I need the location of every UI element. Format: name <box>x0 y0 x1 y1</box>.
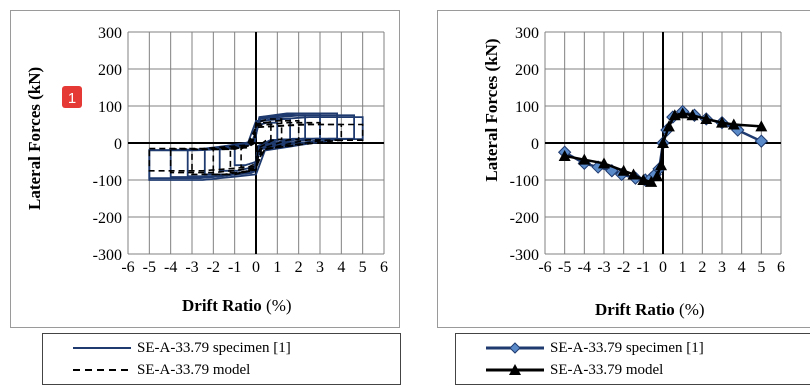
x-tick-label: -1 <box>228 259 241 276</box>
chart-panel-left: -300 -200 -100 0 100 200 300 -6 -5 -4 -3 -2 -1 0 1 2 3 4 5… <box>10 10 401 385</box>
data-point-triangle <box>558 149 571 161</box>
hysteresis-loop <box>229 118 283 174</box>
x-tick-label: 2 <box>698 259 706 276</box>
legend-entry-model: SE-A-33.79 model <box>43 359 250 381</box>
data-point-triangle <box>651 170 664 182</box>
y-tick-label: 200 <box>515 62 539 79</box>
x-tick-label: -4 <box>578 259 591 276</box>
y-tick-label: -100 <box>510 173 539 190</box>
y-tick-label: -100 <box>93 173 122 190</box>
x-tick-label: 1 <box>273 259 281 276</box>
hysteresis-loop <box>169 123 343 174</box>
x-tick-label: -1 <box>637 259 650 276</box>
y-tick-label: -200 <box>93 210 122 227</box>
x-tick-label: 0 <box>252 259 260 276</box>
y-axis-label-left: Lateral Forces (kN) <box>25 66 44 210</box>
data-point-triangle <box>655 159 668 171</box>
legend-label-specimen: SE-A-33.79 specimen [1] <box>137 339 291 356</box>
y-tick-label: -200 <box>510 210 539 227</box>
y-tick-label: 0 <box>114 136 122 153</box>
data-point-triangle <box>662 120 675 132</box>
x-tick-label: 3 <box>718 259 726 276</box>
y-axis-label-right: Lateral Forces (kN) <box>482 38 501 182</box>
legend-entry-specimen: SE-A-33.79 specimen [1] <box>43 337 291 359</box>
x-tick-label: -6 <box>121 259 134 276</box>
y-tick-label: 100 <box>98 99 122 116</box>
data-point-triangle <box>700 112 713 124</box>
legend-entry-specimen: SE-A-33.79 specimen [1] <box>456 337 704 359</box>
hysteresis-loop <box>212 120 300 176</box>
data-point-triangle <box>617 164 630 176</box>
data-point-triangle <box>686 109 699 121</box>
x-tick-label: 2 <box>295 259 303 276</box>
x-tick-label: -3 <box>185 259 198 276</box>
data-point-triangle <box>637 174 650 185</box>
x-tick-label: 6 <box>380 259 388 276</box>
x-tick-label: -2 <box>207 259 220 276</box>
x-tick-label: -2 <box>617 259 630 276</box>
chart-panel-right: -300 -200 -100 0 100 200 300 -6 -5 -4 -3 -2 -1 0 1 2 3 4 5… <box>405 0 810 388</box>
legend-right: SE-A-33.79 specimen [1] SE-A-33.79 model <box>455 333 810 385</box>
x-tick-label: 4 <box>738 259 746 276</box>
x-tick-label: -5 <box>558 259 571 276</box>
x-axis-label-right: Drift Ratio (%) <box>595 300 705 320</box>
data-point-triangle <box>598 157 610 169</box>
x-axis-label-unit: (%) <box>679 300 705 319</box>
x-tick-label: 5 <box>757 259 765 276</box>
x-tick-label: -4 <box>164 259 177 276</box>
legend-swatch-model <box>486 364 544 375</box>
data-point-triangle <box>676 107 689 119</box>
x-tick-label: -3 <box>597 259 610 276</box>
data-point-triangle <box>627 168 640 180</box>
legend-label-specimen: SE-A-33.79 specimen [1] <box>550 339 704 356</box>
x-tick-label: 6 <box>777 259 785 276</box>
data-point-triangle <box>657 137 669 148</box>
x-tick-label: 5 <box>359 259 367 276</box>
x-tick-label: 3 <box>316 259 324 276</box>
hysteresis-loop <box>148 123 364 172</box>
annotation-badge-label: 1 <box>68 90 76 107</box>
x-tick-label: 1 <box>679 259 687 276</box>
y-tick-label: 0 <box>531 136 539 153</box>
legend-label-model: SE-A-33.79 model <box>137 361 251 378</box>
x-tick-label: 0 <box>659 259 667 276</box>
y-tick-label: 300 <box>515 25 539 42</box>
data-point-triangle <box>755 120 768 132</box>
data-point-triangle <box>727 118 740 130</box>
legend-label-model: SE-A-33.79 model <box>550 361 664 378</box>
legend-left: SE-A-33.79 specimen [1] SE-A-33.79 model <box>42 333 401 385</box>
data-point-triangle <box>716 116 728 128</box>
x-axis-label-unit: (%) <box>266 296 292 315</box>
legend-entry-model: SE-A-33.79 model <box>456 359 663 381</box>
x-tick-label: -5 <box>143 259 156 276</box>
legend-swatch-model <box>73 369 131 371</box>
x-axis-label-main: Drift Ratio <box>595 300 675 319</box>
x-axis-label-main: Drift Ratio <box>182 296 262 315</box>
y-tick-label: 200 <box>98 62 122 79</box>
series-model <box>148 118 364 176</box>
y-tick-label: 100 <box>515 99 539 116</box>
annotation-badge <box>62 86 82 108</box>
y-tick-label: 300 <box>98 25 122 42</box>
y-tick-label: -300 <box>510 247 539 264</box>
y-tick-label: -300 <box>93 247 122 264</box>
data-point-triangle <box>578 153 591 165</box>
data-point-triangle <box>645 175 658 187</box>
series-model <box>558 107 768 187</box>
x-axis-label-left: Drift Ratio (%) <box>182 296 292 316</box>
data-point-diamond <box>754 134 769 148</box>
legend-swatch-specimen <box>486 342 544 354</box>
legend-swatch-specimen <box>73 347 131 349</box>
x-tick-label: 4 <box>337 259 345 276</box>
x-tick-label: -6 <box>538 259 551 276</box>
